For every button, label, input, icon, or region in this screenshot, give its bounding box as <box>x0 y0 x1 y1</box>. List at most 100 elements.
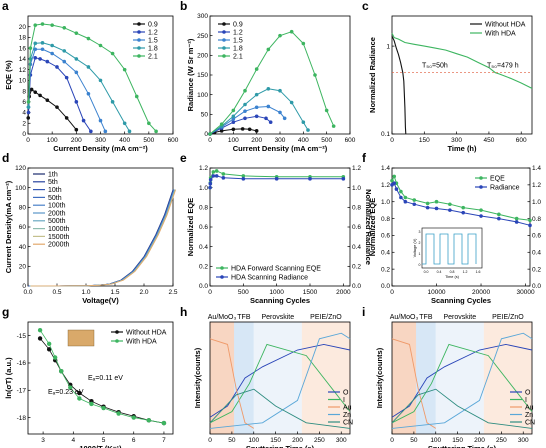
y-right-tick-label: 0.4 <box>352 244 361 251</box>
y-right-tick-label: 1.0 <box>532 199 541 206</box>
x-tick-label: 20000 <box>472 289 490 296</box>
data-point <box>74 100 79 104</box>
data-point <box>399 189 403 194</box>
plot-frame <box>209 321 351 435</box>
data-point <box>33 41 38 46</box>
data-point <box>33 23 38 27</box>
data-point <box>98 43 103 48</box>
y-axis-label: EQE (%) <box>4 60 13 90</box>
x-tick-label: 200 <box>292 437 303 444</box>
legend-entry: Without HDA <box>485 21 526 28</box>
data-point <box>528 218 532 223</box>
y-tick-label: 1 <box>386 43 390 50</box>
legend-entry: Au <box>525 404 534 411</box>
data-point <box>214 174 219 178</box>
series-line <box>209 88 309 135</box>
legend-marker <box>479 176 483 180</box>
data-point <box>231 108 236 113</box>
legend-entry: 1.5 <box>148 37 158 44</box>
data-point <box>219 129 224 133</box>
layer-label: TFB <box>419 314 433 321</box>
panel-label: a <box>2 0 9 13</box>
y-tick-label: 250 <box>197 33 208 40</box>
y-tick-label: 6 <box>22 99 26 106</box>
data-point <box>40 41 45 45</box>
data-point <box>64 116 69 120</box>
y-tick-label: 18 <box>19 35 27 42</box>
x-tick-label: 300 <box>275 137 286 144</box>
x-tick-label: 3 <box>41 437 45 444</box>
legend-marker <box>137 46 141 50</box>
legend-entry: 1500th <box>48 234 70 241</box>
x-axis-label: Scanning Cycles <box>431 296 491 305</box>
legend-entry: 200th <box>48 210 66 217</box>
y-axis-label: Intensity(counts) <box>193 347 202 408</box>
x-tick-label: 10000 <box>427 289 445 296</box>
data-point <box>243 88 247 93</box>
data-point <box>103 129 108 134</box>
series-line <box>209 343 351 418</box>
data-point <box>26 100 31 104</box>
y-tick-label: -17 <box>17 387 27 394</box>
y-right-axis-label: Normalized Radiance <box>364 189 373 265</box>
y-tick-label: 100 <box>15 185 26 192</box>
legend-entry: 1000th <box>48 226 70 233</box>
data-point <box>86 91 91 96</box>
x-tick-label: 200 <box>251 137 262 144</box>
data-point <box>50 23 54 27</box>
y-tick-label: 1.0 <box>381 199 390 206</box>
series-line <box>28 57 92 132</box>
x-axis-label: Current Density (mA cm⁻²) <box>233 144 328 153</box>
data-point <box>98 118 103 123</box>
data-point <box>208 181 213 186</box>
x-tick-label: 600 <box>345 137 356 144</box>
legend-entry: Au <box>343 404 352 411</box>
x-tick-label: 300 <box>95 137 106 144</box>
series-line <box>391 35 407 135</box>
data-point <box>86 36 91 41</box>
data-point <box>278 110 282 115</box>
x-tick-label: 2.0 <box>139 289 148 296</box>
x-tick-label: 250 <box>496 437 507 444</box>
x-tick-label: 7 <box>162 437 166 444</box>
data-point <box>264 116 268 121</box>
inset-y-label: Voltage (V) <box>413 238 417 258</box>
x-tick-label: 150 <box>270 437 281 444</box>
legend-entry: 0.9 <box>233 21 243 28</box>
x-tick-label: 300 <box>518 437 529 444</box>
data-point <box>122 67 127 72</box>
data-point <box>301 41 306 46</box>
legend-marker <box>115 339 119 343</box>
data-point <box>301 120 306 124</box>
x-tick-label: 300 <box>336 437 347 444</box>
legend-entry: 1.5 <box>233 37 243 44</box>
legend-marker <box>115 330 119 334</box>
legend-entry: Without HDA <box>126 329 167 336</box>
x-axis-label: Time (h) <box>447 144 477 153</box>
data-point <box>221 172 226 176</box>
data-point <box>278 33 282 38</box>
x-tick-label: 50 <box>228 437 236 444</box>
plot-frame <box>391 15 533 135</box>
layer-region <box>483 322 532 434</box>
data-point <box>122 121 127 126</box>
y-tick-label: 12 <box>19 67 27 74</box>
inset-y-tick-label: 0 <box>419 263 421 267</box>
layer-region <box>301 322 350 434</box>
x-tick-label: 5 <box>102 437 106 444</box>
series-line <box>209 175 344 188</box>
x-axis-label: Current Density (mA cm⁻²) <box>53 144 148 153</box>
data-point <box>77 390 82 396</box>
data-point <box>412 202 417 207</box>
data-point <box>208 185 212 190</box>
panel-label: g <box>2 305 9 319</box>
legend-entry: HDA Scanning Radiance <box>231 274 308 281</box>
data-point <box>221 176 226 180</box>
layer-region <box>234 322 254 434</box>
data-point <box>50 43 54 48</box>
legend-marker <box>222 22 226 26</box>
data-point <box>289 100 294 105</box>
inset: 0.0 0.4 0.8 1.2 1.6 0 1 2 3 Time (s) Voltage (V) <box>413 227 483 279</box>
data-point <box>52 355 58 360</box>
